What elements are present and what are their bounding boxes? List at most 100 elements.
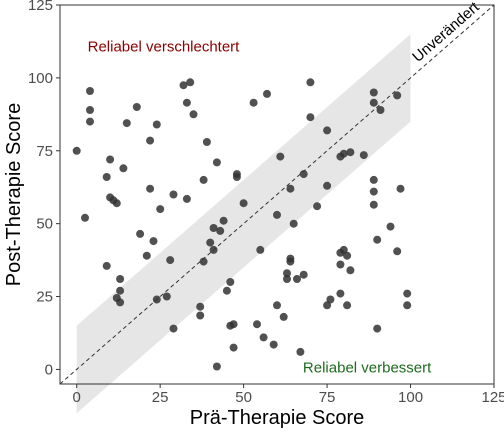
data-point [72, 146, 81, 155]
data-point [283, 269, 291, 278]
data-point [249, 98, 258, 107]
y-tick-label: 125 [28, 0, 53, 14]
y-tick-label: 0 [45, 361, 53, 378]
x-axis-title: Prä-Therapie Score [190, 407, 365, 429]
x-tick-label: 0 [73, 389, 81, 406]
data-point [102, 173, 111, 181]
data-point [393, 91, 402, 100]
data-point [116, 298, 125, 307]
data-point [229, 320, 238, 329]
data-point [253, 320, 261, 329]
x-tick-label: 75 [319, 389, 336, 406]
data-point [196, 302, 205, 311]
y-axis-title: Post-Therapie Score [3, 103, 25, 286]
data-point [369, 88, 378, 97]
data-points-layer [72, 78, 412, 371]
data-point [396, 184, 405, 193]
data-point [222, 286, 231, 295]
data-point [326, 295, 335, 304]
data-point [373, 235, 382, 244]
data-point [186, 78, 195, 87]
data-point [343, 301, 352, 310]
data-point [216, 226, 225, 235]
data-point [269, 340, 278, 349]
annotation-reliably-worse: Reliabel verschlechtert [88, 39, 241, 56]
data-point [273, 210, 281, 219]
data-point [199, 257, 208, 266]
data-point [283, 275, 291, 283]
data-point [146, 136, 155, 145]
data-point [273, 301, 281, 310]
data-point [206, 238, 215, 247]
data-point [286, 257, 295, 266]
data-point [189, 110, 198, 119]
x-tick-label: 50 [235, 389, 252, 406]
data-point [81, 213, 89, 222]
data-point [393, 247, 402, 256]
data-point [156, 205, 165, 214]
data-point [276, 152, 285, 161]
data-point [86, 106, 94, 114]
panel-border [59, 4, 495, 385]
data-point [336, 289, 345, 298]
data-point [373, 324, 382, 333]
data-point [306, 78, 315, 87]
data-point [142, 251, 151, 260]
data-point [166, 256, 175, 265]
data-point [386, 222, 395, 231]
y-tick-label: 50 [36, 216, 53, 233]
identity-line-layer [59, 4, 495, 385]
data-point [299, 270, 308, 279]
data-point [226, 278, 235, 286]
data-point [369, 200, 378, 209]
identity-line [59, 4, 495, 385]
data-point [116, 286, 125, 295]
data-point [323, 126, 332, 135]
data-point [306, 113, 315, 122]
data-point [239, 199, 248, 208]
x-tick-label: 125 [481, 389, 504, 406]
data-point [403, 289, 412, 298]
data-point [146, 184, 155, 193]
data-point [256, 245, 265, 254]
data-point [152, 295, 161, 304]
y-tick-label: 75 [36, 143, 53, 160]
data-point [199, 175, 208, 184]
data-point [182, 194, 191, 203]
data-point [169, 324, 178, 333]
data-point [116, 275, 125, 283]
axis-ticks-layer: 0 25 50 75 100 125 0 25 50 75 100 125 [28, 0, 504, 406]
data-point [339, 245, 348, 254]
data-point [232, 173, 241, 181]
data-point [346, 266, 355, 275]
data-point [202, 138, 211, 146]
data-point [323, 181, 332, 190]
data-point [343, 251, 352, 260]
data-point [152, 120, 161, 129]
data-point [286, 184, 295, 193]
x-tick-label: 25 [152, 389, 169, 406]
data-point [136, 229, 145, 238]
data-point [296, 347, 305, 356]
data-point [219, 216, 228, 225]
data-point [212, 362, 221, 371]
data-point [86, 87, 94, 95]
data-point [122, 119, 131, 128]
data-point [179, 81, 188, 90]
data-point [259, 333, 268, 342]
data-point [86, 117, 94, 126]
data-point [279, 312, 288, 321]
data-point [229, 343, 238, 352]
data-point [209, 245, 218, 254]
data-point [263, 89, 271, 98]
data-point [149, 237, 158, 246]
data-point [369, 98, 378, 107]
data-point [162, 292, 171, 301]
data-point [293, 275, 301, 283]
data-point [112, 199, 121, 208]
data-point [369, 187, 378, 196]
data-point [299, 170, 308, 179]
y-tick-label: 25 [36, 289, 53, 306]
